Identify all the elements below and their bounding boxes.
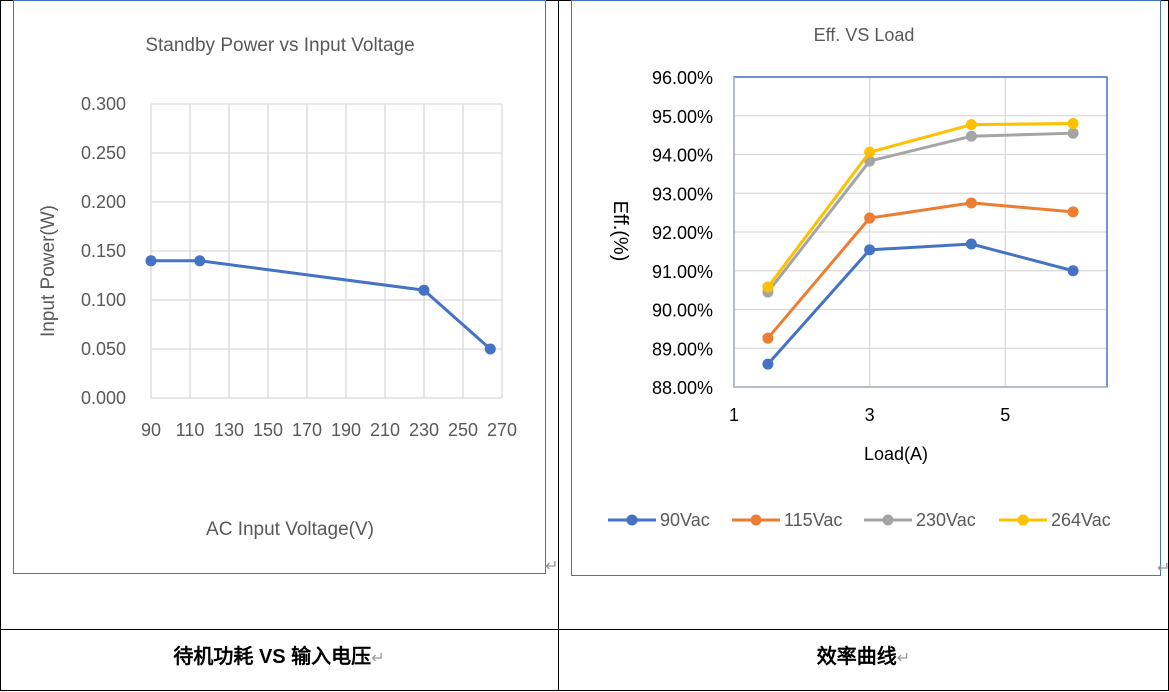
chart-title: Standby Power vs Input Voltage — [145, 35, 414, 56]
x-tick-label: 1 — [729, 405, 739, 425]
y-tick-label: 0.250 — [81, 143, 126, 163]
standby-power-chart: Standby Power vs Input Voltage 90 110 130 15… — [13, 0, 546, 574]
x-tick-label: 5 — [1000, 405, 1010, 425]
return-mark: ↵ — [1157, 560, 1169, 577]
data-point-264Vac — [1067, 118, 1079, 129]
data-point-230Vac — [1067, 127, 1079, 139]
table-border-middle — [0, 629, 1169, 630]
data-point — [145, 255, 157, 267]
x-axis-label: AC Input Voltage(V) — [206, 519, 374, 540]
x-tick-label: 250 — [448, 420, 478, 440]
return-mark: ↵ — [545, 558, 559, 575]
return-mark: ↵ — [896, 650, 911, 667]
y-tick-label: 0.200 — [81, 192, 126, 212]
series-line — [151, 259, 492, 351]
data-point-264Vac — [965, 119, 977, 131]
legend-label: 264Vac — [1051, 510, 1111, 530]
data-point — [194, 255, 206, 267]
x-tick-label: 130 — [214, 420, 244, 440]
x-tick-label: 3 — [865, 405, 875, 425]
x-tick-label: 190 — [331, 420, 361, 440]
legend-marker — [1017, 514, 1029, 526]
y-tick-label: 90.00% — [652, 301, 713, 321]
y-tick-label: 92.00% — [652, 223, 713, 243]
x-tick-label: 90 — [141, 420, 161, 440]
data-point — [484, 343, 496, 355]
data-point-115Vac — [965, 197, 977, 209]
y-tick-label: 94.00% — [652, 146, 713, 166]
x-tick-label: 150 — [253, 420, 283, 440]
series-line-230Vac — [766, 131, 1074, 293]
data-point-230Vac — [965, 130, 977, 142]
table-border-left — [0, 0, 1, 691]
data-point-90Vac — [864, 244, 876, 256]
y-tick-label: 89.00% — [652, 339, 713, 359]
y-axis-label: Eff.(%) — [609, 201, 631, 262]
x-tick-label: 210 — [370, 420, 400, 440]
series-line-90Vac — [766, 242, 1074, 366]
legend-label: 90Vac — [660, 510, 710, 530]
x-tick-label: 170 — [292, 420, 322, 440]
caption-efficiency: 效率曲线↵ — [558, 640, 1169, 669]
caption-standby-power: 待机功耗 VS 输入电压↵ — [0, 640, 558, 669]
efficiency-chart: Eff. VS Load 88.00% 89.00% 90.00% 91.00% 92.0… — [571, 0, 1161, 576]
data-point-90Vac — [1067, 265, 1079, 277]
y-tick-label: 0.150 — [81, 241, 126, 261]
y-tick-label: 0.300 — [81, 94, 126, 114]
return-mark: ↵ — [371, 650, 385, 667]
data-point-264Vac — [762, 281, 774, 293]
y-tick-label: 95.00% — [652, 107, 713, 127]
caption-text: 效率曲线 — [816, 646, 897, 668]
y-tick-label: 88.00% — [652, 378, 713, 398]
data-point-90Vac — [965, 238, 977, 250]
x-axis-label: Load(A) — [864, 444, 928, 464]
series-line-264Vac — [766, 122, 1074, 288]
data-point-115Vac — [864, 212, 876, 224]
y-tick-label: 0.050 — [81, 339, 126, 359]
legend-marker — [750, 514, 762, 526]
data-point — [418, 284, 430, 296]
table-border-center — [558, 0, 559, 691]
chart-title: Eff. VS Load — [814, 25, 915, 45]
y-tick-label: 0.100 — [81, 290, 126, 310]
y-tick-label: 0.000 — [81, 388, 126, 408]
x-tick-label: 230 — [409, 420, 439, 440]
y-tick-label: 93.00% — [652, 184, 713, 204]
x-tick-label: 110 — [176, 420, 205, 440]
caption-text: 待机功耗 VS 输入电压 — [173, 646, 372, 668]
data-point-264Vac — [864, 146, 876, 158]
data-point-230Vac — [864, 155, 876, 167]
legend-label: 115Vac — [784, 510, 842, 530]
x-tick-label: 270 — [487, 420, 517, 440]
table-border-bottom — [0, 690, 1169, 691]
y-tick-label: 96.00% — [652, 68, 713, 88]
data-point-115Vac — [762, 332, 774, 344]
y-tick-label: 91.00% — [652, 262, 713, 282]
legend-marker — [882, 514, 894, 526]
legend-label: 230Vac — [916, 510, 976, 530]
data-point-115Vac — [1067, 206, 1079, 218]
y-axis-label: Input Power(W) — [38, 205, 59, 337]
data-point-90Vac — [762, 358, 774, 370]
series-line-115Vac — [766, 201, 1074, 340]
legend-marker — [626, 514, 638, 526]
